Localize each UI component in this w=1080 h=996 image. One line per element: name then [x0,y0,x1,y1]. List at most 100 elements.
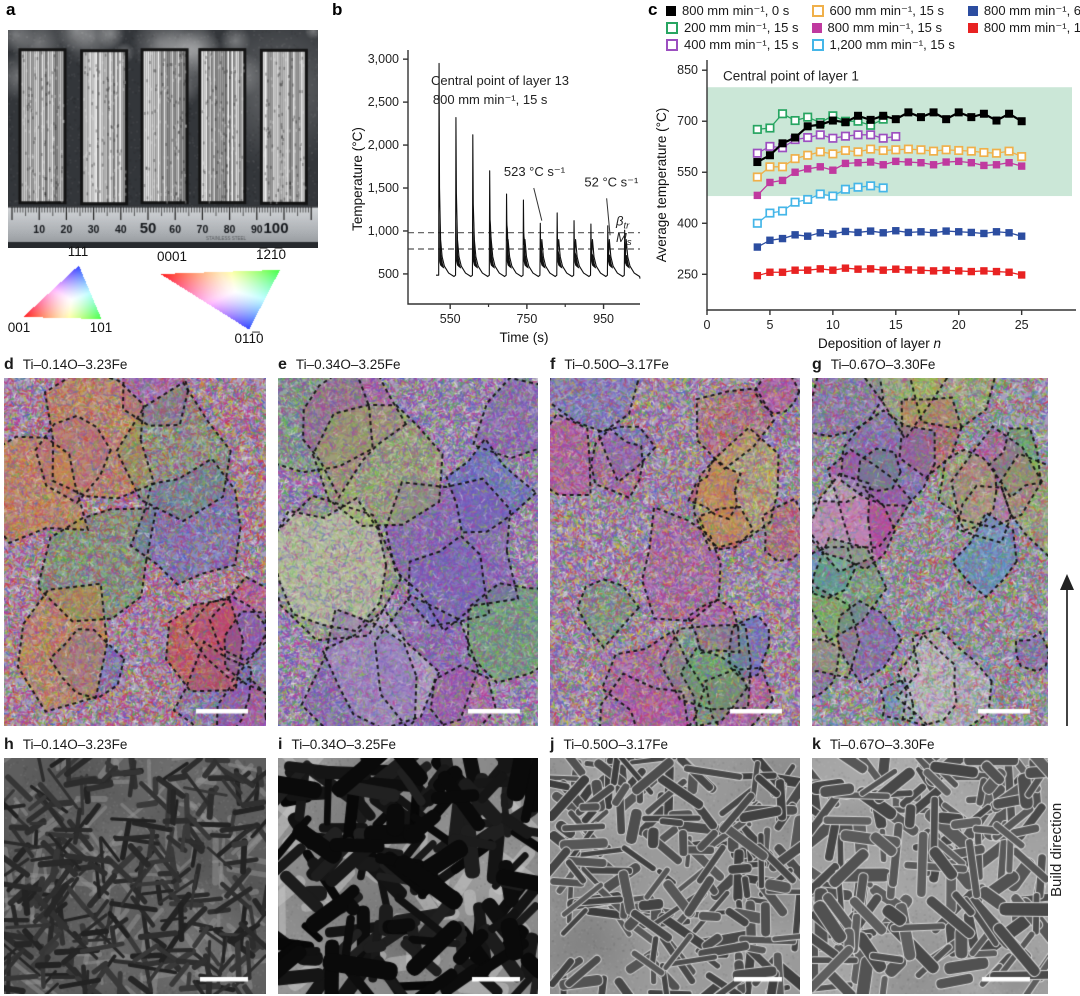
legend-swatch [666,21,678,34]
svg-text:850: 850 [677,63,698,77]
specimen-composition: Ti–0.67O–3.30Fe [829,737,935,752]
panel-letter: e [278,356,287,373]
legend-label: 800 mm min⁻¹, 15 s [827,20,943,35]
sem-image-i [278,758,538,994]
micrograph-label-i: i Ti–0.34O–3.25Fe [278,736,396,754]
svg-text:700: 700 [677,114,698,128]
build-direction-arrow [1060,574,1074,726]
sem-image-h [4,758,266,994]
legend-swatch [666,38,678,51]
legend-column: 800 mm min⁻¹, 60 s 800 mm min⁻¹, 120 s [967,2,1080,53]
svg-text:52 °C s⁻¹: 52 °C s⁻¹ [584,174,639,189]
ipf-color-key-cubic [20,262,104,322]
panel-letter: h [4,736,14,753]
specimen-composition: Ti–0.50O–3.17Fe [564,357,669,372]
panel-a-letter: a [6,0,16,19]
ebsd-map-e [278,378,538,726]
legend-swatch [967,5,978,16]
specimen-photo [8,30,318,248]
svg-text:750: 750 [516,312,537,326]
micrograph-label-k: k Ti–0.67O–3.30Fe [812,736,934,754]
svg-text:250: 250 [677,267,698,281]
specimen-composition: Ti–0.14O–3.23Fe [22,357,128,372]
svg-text:25: 25 [1015,318,1029,332]
chart-average-temperature-vs-layer: Central point of layer 1 250 400 550 700 850 0… [654,60,1076,351]
legend-label: 800 mm min⁻¹, 120 s [983,20,1080,35]
legend-label: 1,200 mm min⁻¹, 15 s [829,37,955,52]
panel-letter: g [812,356,822,373]
legend-item: 800 mm min⁻¹, 0 s [666,2,799,19]
panel-b-letter: b [332,0,343,19]
legend-swatch [666,5,676,16]
legend-label: 800 mm min⁻¹, 0 s [682,3,790,18]
svg-text:523 °C s⁻¹: 523 °C s⁻¹ [504,164,566,179]
panel-letter: j [550,736,555,753]
specimen-composition: Ti–0.67O–3.30Fe [830,357,936,372]
panel-letter: k [812,736,821,753]
ipf-cubic-001-label: 001 [7,320,31,335]
legend-label: 400 mm min⁻¹, 15 s [684,37,799,52]
legend-column: 800 mm min⁻¹, 0 s 200 mm min⁻¹, 15 s 400 m… [666,2,799,53]
micrograph-label-j: j Ti–0.50O–3.17Fe [550,736,668,754]
panel-letter: i [278,736,283,753]
svg-text:1,000: 1,000 [368,224,399,238]
legend-item: 800 mm min⁻¹, 60 s [967,2,1080,19]
svg-text:500: 500 [378,267,399,281]
legend-swatch [967,22,978,33]
micrograph-label-h: h Ti–0.14O–3.23Fe [4,736,127,754]
svg-text:15: 15 [889,318,903,332]
svg-text:2,500: 2,500 [368,95,399,109]
sem-image-k [812,758,1048,994]
svg-text:βtr: βtr [615,214,630,232]
svg-text:950: 950 [593,312,614,326]
svg-text:5: 5 [766,318,773,332]
svg-text:400: 400 [677,216,698,230]
ebsd-map-d [4,378,266,726]
svg-text:0: 0 [704,318,711,332]
micrograph-label-f: f Ti–0.50O–3.17Fe [550,356,669,374]
ipf-color-key-hexagonal [160,266,282,332]
svg-text:Temperature (°C): Temperature (°C) [350,127,365,231]
legend-swatch [811,4,824,17]
svg-text:550: 550 [440,312,461,326]
micrograph-label-d: d Ti–0.14O–3.23Fe [4,356,127,374]
ipf-cubic-111-label: 111 [67,244,89,259]
specimen-composition: Ti–0.50O–3.17Fe [563,737,669,752]
svg-text:Average temperature (°C): Average temperature (°C) [654,108,669,262]
legend-item: 200 mm min⁻¹, 15 s [666,19,799,36]
svg-text:20: 20 [952,318,966,332]
specimen-composition: Ti–0.34O–3.25Fe [295,357,401,372]
specimen-composition: Ti–0.34O–3.25Fe [291,737,397,752]
panel-letter: d [4,356,14,373]
ipf-cubic-101-label: 101 [89,320,113,335]
build-direction-label: Build direction [1048,802,1065,897]
ipf-hex-0001-label: 0001 [156,249,188,264]
ipf-hex-1210-label: 1̅21̅0 [255,247,287,262]
svg-text:10: 10 [826,318,840,332]
chart-legend: 800 mm min⁻¹, 0 s 200 mm min⁻¹, 15 s 400 m… [666,2,1080,53]
ipf-hex-0110-label: 011̅0 [234,331,264,346]
legend-item: 800 mm min⁻¹, 15 s [811,19,955,36]
micrograph-label-g: g Ti–0.67O–3.30Fe [812,356,935,374]
legend-item: 600 mm min⁻¹, 15 s [811,2,955,19]
svg-text:550: 550 [677,165,698,179]
legend-swatch [811,22,822,33]
sem-image-j [550,758,800,994]
svg-text:Time (s): Time (s) [500,330,549,345]
ebsd-map-g [812,378,1048,726]
legend-label: 600 mm min⁻¹, 15 s [829,3,945,18]
specimen-composition: Ti–0.14O–3.23Fe [22,737,128,752]
svg-text:1,500: 1,500 [368,181,399,195]
svg-text:2,000: 2,000 [368,138,399,152]
legend-swatch [811,38,824,51]
chart-temperature-vs-time: 500 1,000 1,500 2,000 2,500 3,000 550 750 950 Tim… [350,50,641,345]
svg-text:3,000: 3,000 [368,52,399,66]
micrograph-label-e: e Ti–0.34O–3.25Fe [278,356,400,374]
svg-text:800 mm min⁻¹, 15 s: 800 mm min⁻¹, 15 s [433,92,548,107]
ebsd-map-f [550,378,800,726]
svg-text:Central point of layer 13: Central point of layer 13 [431,73,569,88]
panel-letter: f [550,356,556,373]
legend-label: 800 mm min⁻¹, 60 s [983,3,1080,18]
legend-label: 200 mm min⁻¹, 15 s [684,20,799,35]
